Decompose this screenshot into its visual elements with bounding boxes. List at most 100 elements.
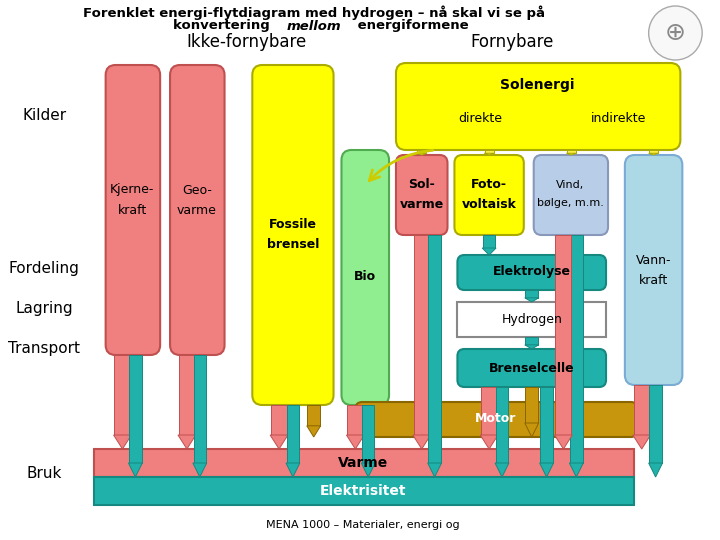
- Text: Brenselcelle: Brenselcelle: [489, 361, 575, 375]
- Polygon shape: [270, 435, 288, 449]
- Polygon shape: [526, 337, 538, 345]
- Polygon shape: [557, 248, 570, 255]
- Polygon shape: [485, 150, 494, 153]
- Polygon shape: [554, 435, 572, 449]
- Text: direkte: direkte: [458, 111, 503, 125]
- Text: Motor: Motor: [475, 413, 517, 426]
- Polygon shape: [179, 355, 195, 435]
- Polygon shape: [362, 405, 374, 463]
- Polygon shape: [526, 387, 538, 423]
- Polygon shape: [525, 345, 539, 349]
- FancyBboxPatch shape: [396, 155, 448, 235]
- Text: Bruk: Bruk: [27, 465, 62, 481]
- Polygon shape: [570, 463, 583, 477]
- Polygon shape: [557, 235, 570, 248]
- Polygon shape: [428, 463, 441, 477]
- FancyBboxPatch shape: [252, 65, 333, 405]
- FancyBboxPatch shape: [170, 65, 225, 355]
- Text: Fornybare: Fornybare: [470, 33, 554, 51]
- Text: Varme: Varme: [338, 456, 388, 470]
- Polygon shape: [286, 463, 300, 477]
- FancyBboxPatch shape: [457, 255, 606, 290]
- Text: Fossile: Fossile: [269, 219, 317, 232]
- Text: Geo-: Geo-: [182, 184, 212, 197]
- Text: Vann-: Vann-: [636, 253, 671, 267]
- Text: kraft: kraft: [118, 204, 147, 217]
- Text: varme: varme: [177, 204, 217, 217]
- Polygon shape: [649, 463, 662, 477]
- Polygon shape: [114, 435, 132, 449]
- Polygon shape: [483, 235, 495, 248]
- Polygon shape: [194, 355, 206, 463]
- Polygon shape: [417, 153, 427, 155]
- Text: indirekte: indirekte: [591, 111, 647, 125]
- Polygon shape: [496, 387, 508, 463]
- Polygon shape: [287, 405, 300, 463]
- Text: bølge, m.m.: bølge, m.m.: [537, 198, 604, 208]
- Polygon shape: [570, 235, 582, 463]
- Polygon shape: [346, 435, 364, 449]
- Polygon shape: [481, 387, 497, 435]
- FancyBboxPatch shape: [396, 63, 680, 150]
- Polygon shape: [347, 405, 364, 435]
- Polygon shape: [414, 235, 430, 435]
- Text: Fordeling: Fordeling: [9, 260, 80, 275]
- Text: Sol-: Sol-: [408, 179, 435, 192]
- Polygon shape: [480, 435, 498, 449]
- Text: Hydrogen: Hydrogen: [501, 313, 562, 326]
- Polygon shape: [307, 405, 320, 426]
- Polygon shape: [129, 355, 142, 463]
- FancyBboxPatch shape: [341, 150, 389, 405]
- Text: Ikke-fornybare: Ikke-fornybare: [186, 33, 307, 51]
- Text: Elektrisitet: Elektrisitet: [320, 484, 407, 498]
- Polygon shape: [555, 235, 572, 435]
- Bar: [94, 477, 634, 505]
- Polygon shape: [649, 385, 662, 463]
- Text: Solenergi: Solenergi: [500, 78, 575, 92]
- Polygon shape: [114, 355, 130, 435]
- Polygon shape: [428, 235, 441, 463]
- FancyBboxPatch shape: [106, 65, 160, 355]
- Polygon shape: [526, 290, 538, 298]
- Bar: [457, 302, 606, 337]
- FancyBboxPatch shape: [457, 349, 606, 387]
- Text: Vind,: Vind,: [557, 180, 585, 190]
- Text: Kjerne-: Kjerne-: [110, 184, 155, 197]
- Polygon shape: [307, 426, 320, 437]
- Text: voltaisk: voltaisk: [462, 199, 516, 212]
- Text: Transport: Transport: [8, 341, 80, 355]
- FancyBboxPatch shape: [356, 402, 638, 437]
- Polygon shape: [633, 435, 651, 449]
- Polygon shape: [193, 463, 207, 477]
- Text: Kilder: Kilder: [22, 107, 66, 123]
- FancyBboxPatch shape: [454, 155, 524, 235]
- Text: mellom: mellom: [287, 19, 341, 32]
- Polygon shape: [649, 153, 659, 155]
- Text: Elektrolyse: Elektrolyse: [492, 266, 571, 279]
- Text: energiformene: energiformene: [354, 19, 469, 32]
- Text: konvertering: konvertering: [173, 19, 274, 32]
- Polygon shape: [482, 248, 496, 255]
- Text: kraft: kraft: [639, 273, 668, 287]
- Text: Foto-: Foto-: [471, 179, 507, 192]
- Text: Lagring: Lagring: [15, 300, 73, 315]
- Text: ⊕: ⊕: [665, 21, 686, 45]
- Text: Forenklet energi-flytdiagram med hydrogen – nå skal vi se på: Forenklet energi-flytdiagram med hydroge…: [83, 6, 545, 21]
- Polygon shape: [567, 153, 576, 155]
- Polygon shape: [634, 385, 649, 435]
- Polygon shape: [540, 463, 554, 477]
- Polygon shape: [178, 435, 196, 449]
- Text: Bio: Bio: [354, 271, 377, 284]
- Polygon shape: [413, 435, 431, 449]
- Polygon shape: [271, 405, 287, 435]
- FancyBboxPatch shape: [534, 155, 608, 235]
- Polygon shape: [649, 150, 658, 153]
- FancyBboxPatch shape: [625, 155, 683, 385]
- Polygon shape: [484, 153, 494, 155]
- Polygon shape: [525, 298, 539, 302]
- Circle shape: [649, 6, 702, 60]
- Text: MENA 1000 – Materialer, energi og: MENA 1000 – Materialer, energi og: [266, 520, 460, 530]
- Text: varme: varme: [400, 199, 444, 212]
- Polygon shape: [495, 463, 509, 477]
- Polygon shape: [567, 150, 576, 153]
